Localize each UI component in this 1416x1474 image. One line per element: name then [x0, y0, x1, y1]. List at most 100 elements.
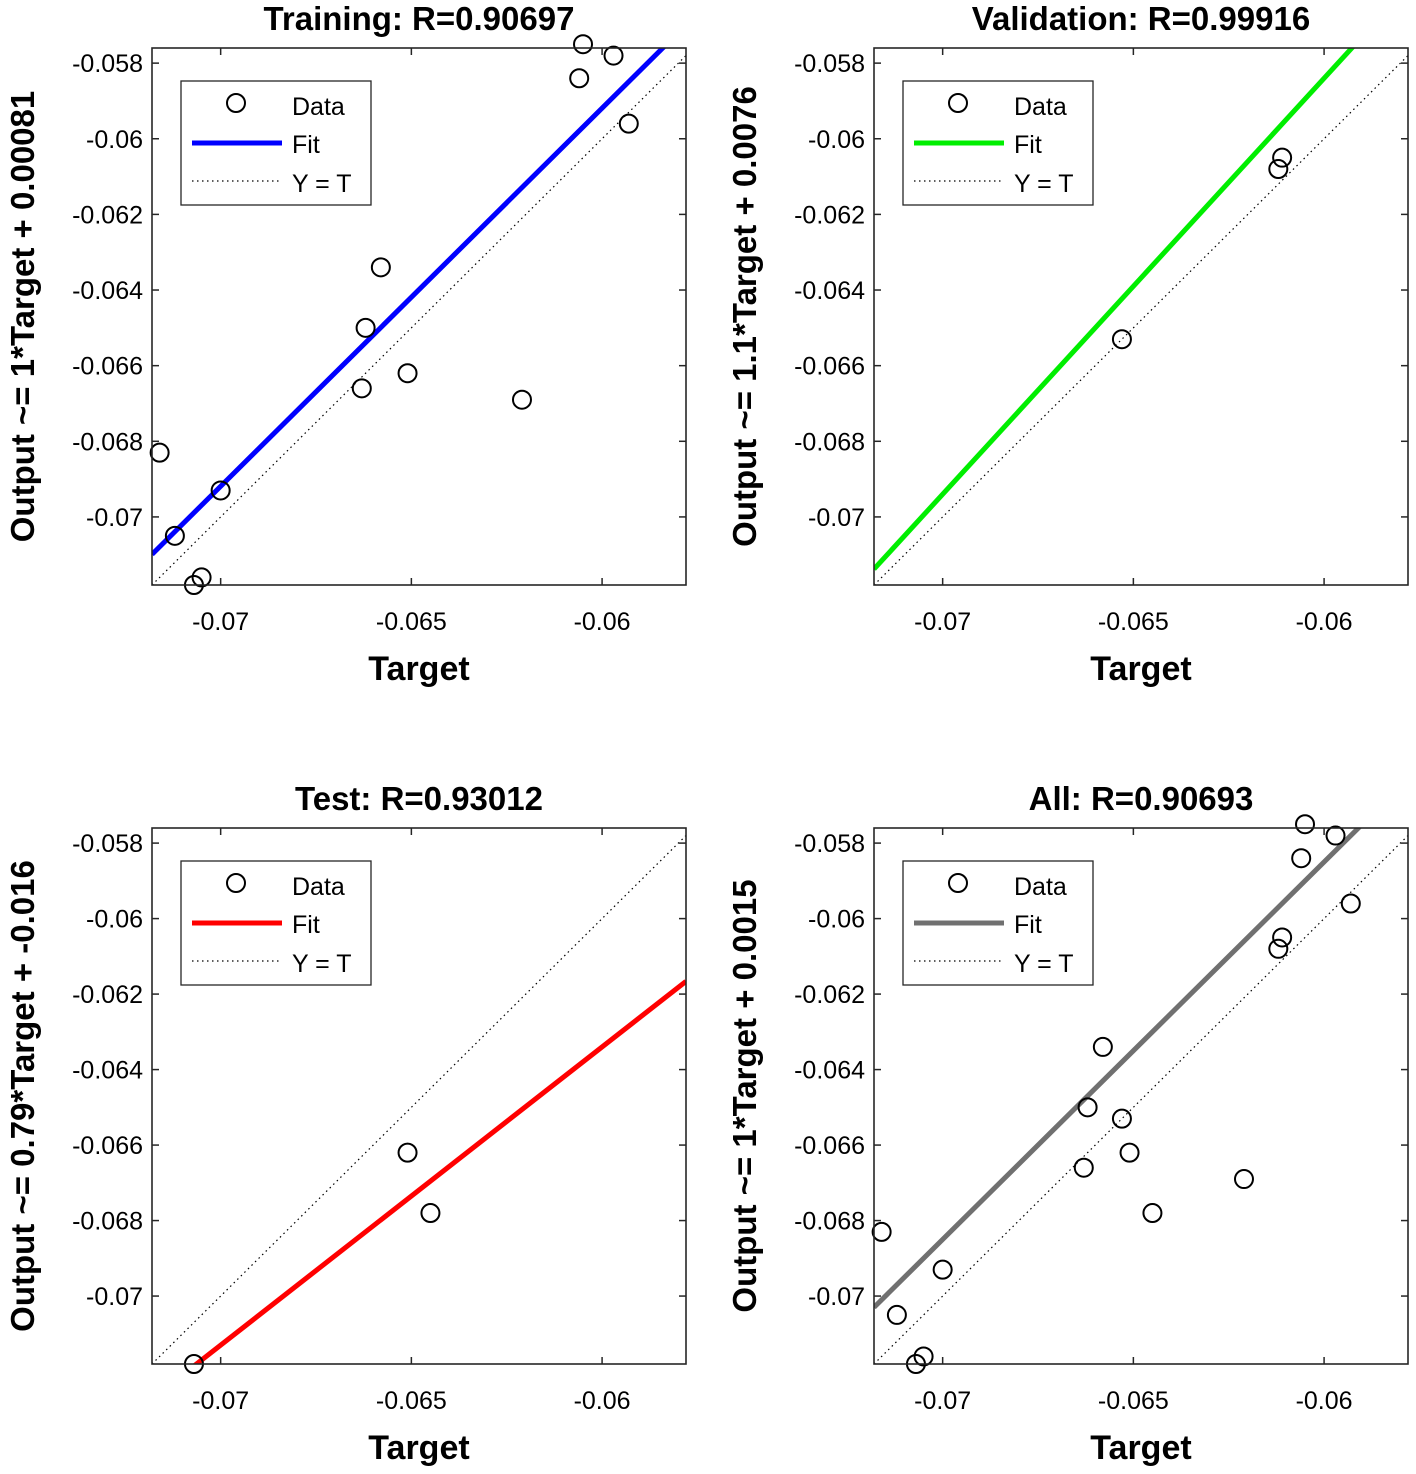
chart-all-y-tick-label: -0.066	[794, 1132, 865, 1160]
chart-all-data-point	[932, 1259, 953, 1280]
chart-all-data-point	[1325, 825, 1346, 846]
chart-validation-x-tick-label: -0.07	[914, 608, 971, 636]
chart-all-x-tick-label: -0.07	[914, 1387, 971, 1415]
chart-training-y-tick-label: -0.058	[72, 50, 143, 78]
chart-all-y-tick-label: -0.058	[794, 830, 865, 858]
chart-all-data-point	[1111, 1108, 1132, 1129]
chart-training-y-label: Output ~= 1*Target + 0.00081	[4, 91, 41, 543]
chart-training-data-point	[511, 389, 532, 410]
chart-validation-x-label: Target	[1090, 650, 1191, 688]
chart-all-data-point	[886, 1304, 907, 1325]
chart-validation-data-point	[1268, 159, 1289, 180]
chart-all-data-point	[1142, 1203, 1163, 1224]
chart-all-axes-box	[873, 827, 1409, 1365]
chart-training-x-tick-label: -0.07	[192, 608, 249, 636]
chart-training-data-point	[603, 45, 624, 66]
chart-validation-y-tick-label: -0.07	[808, 504, 865, 532]
chart-training-y-tick-label: -0.062	[72, 201, 143, 229]
chart-training-legend-identity-label: Y = T	[292, 170, 352, 198]
chart-training-data-point	[569, 68, 590, 89]
chart-test-x-tick-label: -0.07	[192, 1387, 249, 1415]
chart-test-fit-line	[192, 979, 686, 1364]
chart-validation-y-label: Output ~= 1.1*Target + 0.0076	[726, 86, 763, 547]
chart-validation-legend-fit-label: Fit	[1014, 131, 1042, 159]
chart-all-data-point	[1092, 1036, 1113, 1057]
chart-all-y-tick-label: -0.068	[794, 1208, 865, 1236]
chart-test-y-tick-label: -0.058	[72, 830, 143, 858]
chart-test-data-point	[420, 1203, 441, 1224]
chart-training-data-point	[351, 378, 372, 399]
chart-test-y-tick-label: -0.062	[72, 981, 143, 1009]
chart-validation-legend: Data Fit Y = T	[902, 80, 1094, 206]
chart-test-x-tick-label: -0.065	[376, 1387, 447, 1415]
chart-all-data-point	[871, 1221, 892, 1242]
chart-training-panel: -0.07 -0.065 -0.06 -0.07 -0.068 -0.066 -0.064 -…	[4, 0, 687, 688]
chart-training-legend-fit-label: Fit	[292, 131, 320, 159]
chart-training-y-tick-label: -0.06	[86, 126, 143, 154]
chart-training-legend-data-label: Data	[292, 93, 345, 121]
chart-all-legend: Data Fit Y = T	[902, 860, 1094, 986]
chart-all-title: All: R=0.90693	[1029, 780, 1254, 817]
chart-test-data-point	[397, 1142, 418, 1163]
chart-training-data-point	[149, 442, 170, 463]
chart-all-data-point	[1340, 893, 1361, 914]
chart-all-legend-fit-label: Fit	[1014, 911, 1042, 939]
chart-training-y-tick-label: -0.066	[72, 353, 143, 381]
chart-test-axes-box	[151, 827, 687, 1365]
chart-validation-data-point	[1272, 147, 1293, 168]
chart-training-identity-line	[152, 55, 686, 585]
chart-training-y-tick-label: -0.07	[86, 504, 143, 532]
chart-training-data-point	[618, 113, 639, 134]
chart-validation-panel: -0.07 -0.065 -0.06 -0.07 -0.068 -0.066 -0.064 -…	[726, 0, 1409, 688]
chart-validation-y-tick-label: -0.068	[794, 428, 865, 456]
chart-all-y-tick-label: -0.06	[808, 906, 865, 934]
chart-validation-x-tick-label: -0.065	[1098, 608, 1169, 636]
chart-test-y-tick-label: -0.06	[86, 906, 143, 934]
chart-all-data-point	[1233, 1169, 1254, 1190]
chart-all-y-label: Output ~= 1*Target + 0.0015	[726, 879, 763, 1312]
chart-training-title: Training: R=0.90697	[264, 0, 575, 37]
chart-test-x-label: Target	[368, 1429, 469, 1467]
chart-all-y-tick-label: -0.07	[808, 1283, 865, 1311]
chart-test-y-tick-label: -0.068	[72, 1208, 143, 1236]
chart-test-y-label: Output ~= 0.79*Target + -0.016	[4, 860, 41, 1332]
chart-validation-fit-line	[874, 48, 1356, 571]
chart-validation-legend-identity-label: Y = T	[1014, 170, 1074, 198]
chart-validation-axes-box	[873, 47, 1409, 586]
chart-all-data-point	[1272, 927, 1293, 948]
chart-training-y-tick-label: -0.068	[72, 428, 143, 456]
chart-training-legend-data-marker	[226, 93, 246, 113]
chart-all-legend-identity-label: Y = T	[1014, 950, 1074, 978]
chart-all-x-label: Target	[1090, 1429, 1191, 1467]
chart-test-legend-fit-label: Fit	[292, 911, 320, 939]
chart-test-identity-line	[152, 835, 686, 1364]
chart-all-data-point	[1291, 848, 1312, 869]
chart-training-y-tick-label: -0.064	[72, 277, 143, 305]
chart-test-x-tick-label: -0.06	[574, 1387, 631, 1415]
chart-test-legend-data-marker	[226, 873, 246, 893]
chart-all-fit-line	[874, 828, 1362, 1310]
chart-all-data-point	[1295, 814, 1316, 835]
chart-validation-y-tick-label: -0.066	[794, 353, 865, 381]
chart-test-title: Test: R=0.93012	[295, 780, 543, 817]
chart-validation-y-tick-label: -0.058	[794, 50, 865, 78]
chart-all-panel: -0.07 -0.065 -0.06 -0.07 -0.068 -0.066 -0.064 -…	[726, 780, 1409, 1467]
chart-all-x-tick-label: -0.065	[1098, 1387, 1169, 1415]
chart-test-legend-data-label: Data	[292, 873, 345, 901]
chart-all-x-tick-label: -0.06	[1296, 1387, 1353, 1415]
chart-all-data-point	[913, 1346, 934, 1367]
chart-all-y-tick-label: -0.062	[794, 981, 865, 1009]
chart-training-data-point	[370, 257, 391, 278]
chart-all-data-point	[1119, 1142, 1140, 1163]
chart-validation-title: Validation: R=0.99916	[972, 0, 1310, 37]
chart-validation-identity-line	[874, 55, 1408, 585]
chart-training-legend: Data Fit Y = T	[180, 80, 372, 206]
chart-validation-y-tick-label: -0.06	[808, 126, 865, 154]
chart-training-fit-line	[152, 48, 667, 557]
chart-all-data-point	[1073, 1157, 1094, 1178]
chart-training-data-point	[397, 363, 418, 384]
chart-validation-legend-data-marker	[948, 93, 968, 113]
chart-all-y-tick-label: -0.064	[794, 1057, 865, 1085]
chart-training-data-point	[191, 567, 212, 588]
